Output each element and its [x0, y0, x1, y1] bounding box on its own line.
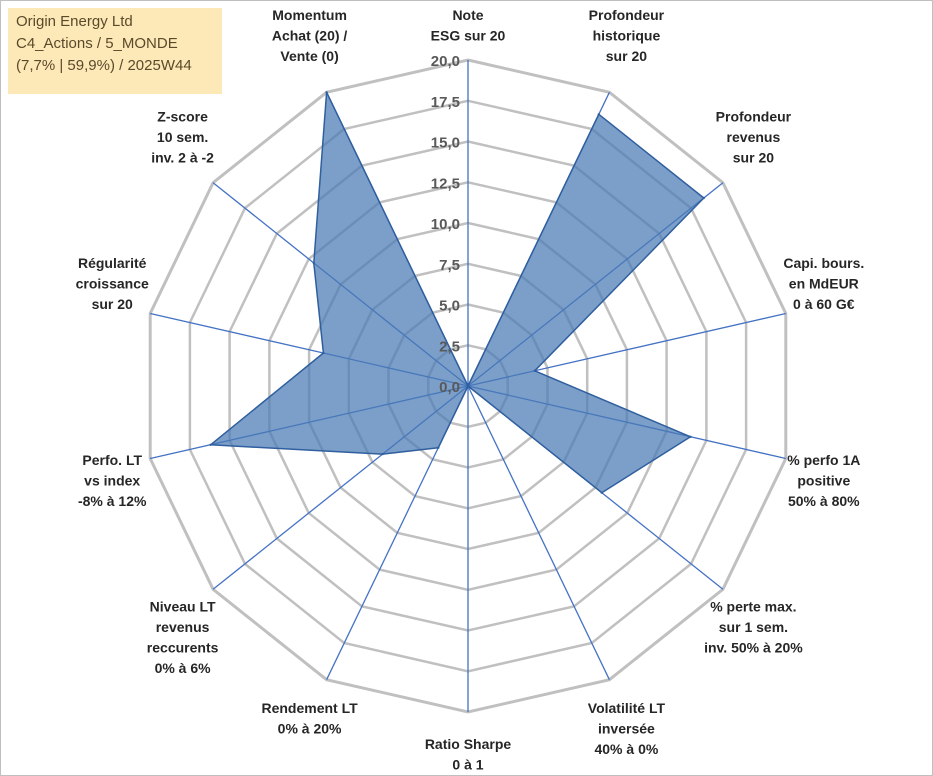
series-area — [209, 91, 705, 494]
axis-label: Profondeur revenus sur 20 — [716, 108, 792, 165]
axis-label-line: historique — [593, 28, 661, 44]
axis-label-line: Ratio Sharpe — [425, 736, 512, 752]
axis-label-line: Niveau LT — [150, 599, 216, 615]
axis-label-line: croissance — [76, 275, 149, 291]
axis-label-line: Z-score — [157, 108, 208, 124]
axis-label-line: 0 à 60 G€ — [793, 296, 855, 312]
axis-label: % perfo 1A positive 50% à 80% — [787, 452, 860, 509]
data-point — [209, 443, 212, 446]
axis-label: Rendement LT 0% à 20% — [261, 700, 358, 737]
axis-label: Profondeur historique sur 20 — [589, 7, 665, 64]
axis-label: Ratio Sharpe 0 à 1 — [425, 736, 512, 773]
axis-label-line: Perfo. LT — [82, 452, 142, 468]
axis-label-line: -8% à 12% — [78, 493, 147, 509]
axis-label-line: Achat (20) / — [272, 28, 348, 44]
data-point — [325, 91, 328, 94]
data-point — [312, 261, 315, 265]
axis-label-line: Note — [452, 7, 483, 23]
data-point — [689, 435, 692, 438]
axis-label-line: % perfo 1A — [787, 452, 860, 468]
axis-label-line: Momentum — [272, 7, 347, 23]
radar-axis-labels: Note ESG sur 20 Profondeur historique sur 20… — [76, 7, 865, 773]
data-point — [702, 196, 705, 200]
axis-label: Perfo. LT vs index -8% à 12% — [78, 452, 147, 509]
axis-spoke — [467, 385, 610, 680]
axis-label-line: inv. 50% à 20% — [704, 640, 803, 656]
data-point — [597, 113, 600, 116]
radar-tick-labels: 0,0 2,5 5,0 7,5 10,0 12,5 15,0 17,5 20,0 — [431, 53, 460, 396]
axis-label-line: % perte max. — [710, 599, 796, 615]
data-point — [322, 351, 325, 355]
axis-label-line: inv. 2 à -2 — [151, 149, 214, 165]
axis-label-line: inversée — [598, 720, 655, 736]
category-label: C4_Actions / 5_MONDE — [16, 35, 178, 52]
axis-label: Capi. bours. en MdEUR 0 à 60 G€ — [783, 255, 864, 312]
axis-label-line: Vente (0) — [280, 48, 338, 64]
axis-label-line: Volatilité LT — [588, 700, 666, 716]
axis-label-line: 10 sem. — [157, 129, 208, 145]
axis-label-line: 0% à 6% — [155, 660, 212, 676]
axis-label-line: 50% à 80% — [788, 493, 860, 509]
tick-label: 20,0 — [431, 53, 460, 70]
axis-label-line: 40% à 0% — [594, 741, 658, 757]
axis-label: Niveau LT revenus reccurents 0% à 6% — [147, 599, 219, 677]
data-point — [437, 446, 440, 449]
axis-label-line: Régularité — [78, 255, 147, 271]
tick-label: 10,0 — [431, 216, 460, 233]
data-point — [466, 384, 470, 388]
data-point — [381, 452, 384, 456]
axis-label-line: en MdEUR — [789, 275, 859, 291]
axis-label-line: sur 20 — [92, 296, 133, 312]
tick-label: 7,5 — [439, 257, 460, 274]
axis-label-line: Capi. bours. — [783, 255, 864, 271]
company-name: Origin Energy Ltd — [16, 13, 133, 30]
tick-label: 2,5 — [439, 338, 460, 355]
axis-label: Note ESG sur 20 — [431, 7, 506, 44]
axis-label-line: Rendement LT — [261, 700, 358, 716]
axis-label-line: Profondeur — [716, 108, 792, 124]
axis-label-line: 0% à 20% — [278, 720, 342, 736]
tick-label: 15,0 — [431, 135, 460, 152]
axis-label-line: sur 1 sem. — [719, 619, 788, 635]
axis-label-line: sur 20 — [606, 48, 647, 64]
axis-label-line: Profondeur — [589, 7, 665, 23]
axis-label: % perte max. sur 1 sem. inv. 50% à 20% — [704, 599, 803, 656]
axis-label-line: sur 20 — [733, 149, 774, 165]
axis-label-line: positive — [797, 473, 850, 489]
axis-label-line: 0 à 1 — [452, 757, 483, 773]
axis-label: Volatilité LT inversée 40% à 0% — [588, 700, 666, 757]
axis-label: Régularité croissance sur 20 — [76, 255, 149, 312]
data-point — [533, 369, 536, 372]
axis-label-line: revenus — [727, 129, 781, 145]
info-box: Origin Energy Ltd C4_Actions / 5_MONDE (… — [8, 8, 222, 94]
axis-label: Z-score 10 sem. inv. 2 à -2 — [151, 108, 214, 165]
tick-label: 17,5 — [431, 94, 460, 111]
score-week-label: (7,7% | 59,9%) / 2025W44 — [16, 57, 192, 74]
tick-label: 0,0 — [439, 379, 460, 396]
axis-label: Momentum Achat (20) / Vente (0) — [272, 7, 348, 64]
axis-label-line: revenus — [156, 619, 210, 635]
data-point — [600, 491, 603, 494]
axis-label-line: ESG sur 20 — [431, 28, 506, 44]
tick-label: 5,0 — [439, 298, 460, 315]
radar-series — [209, 91, 705, 494]
axis-label-line: reccurents — [147, 640, 219, 656]
tick-label: 12,5 — [431, 175, 460, 192]
axis-label-line: vs index — [84, 473, 140, 489]
